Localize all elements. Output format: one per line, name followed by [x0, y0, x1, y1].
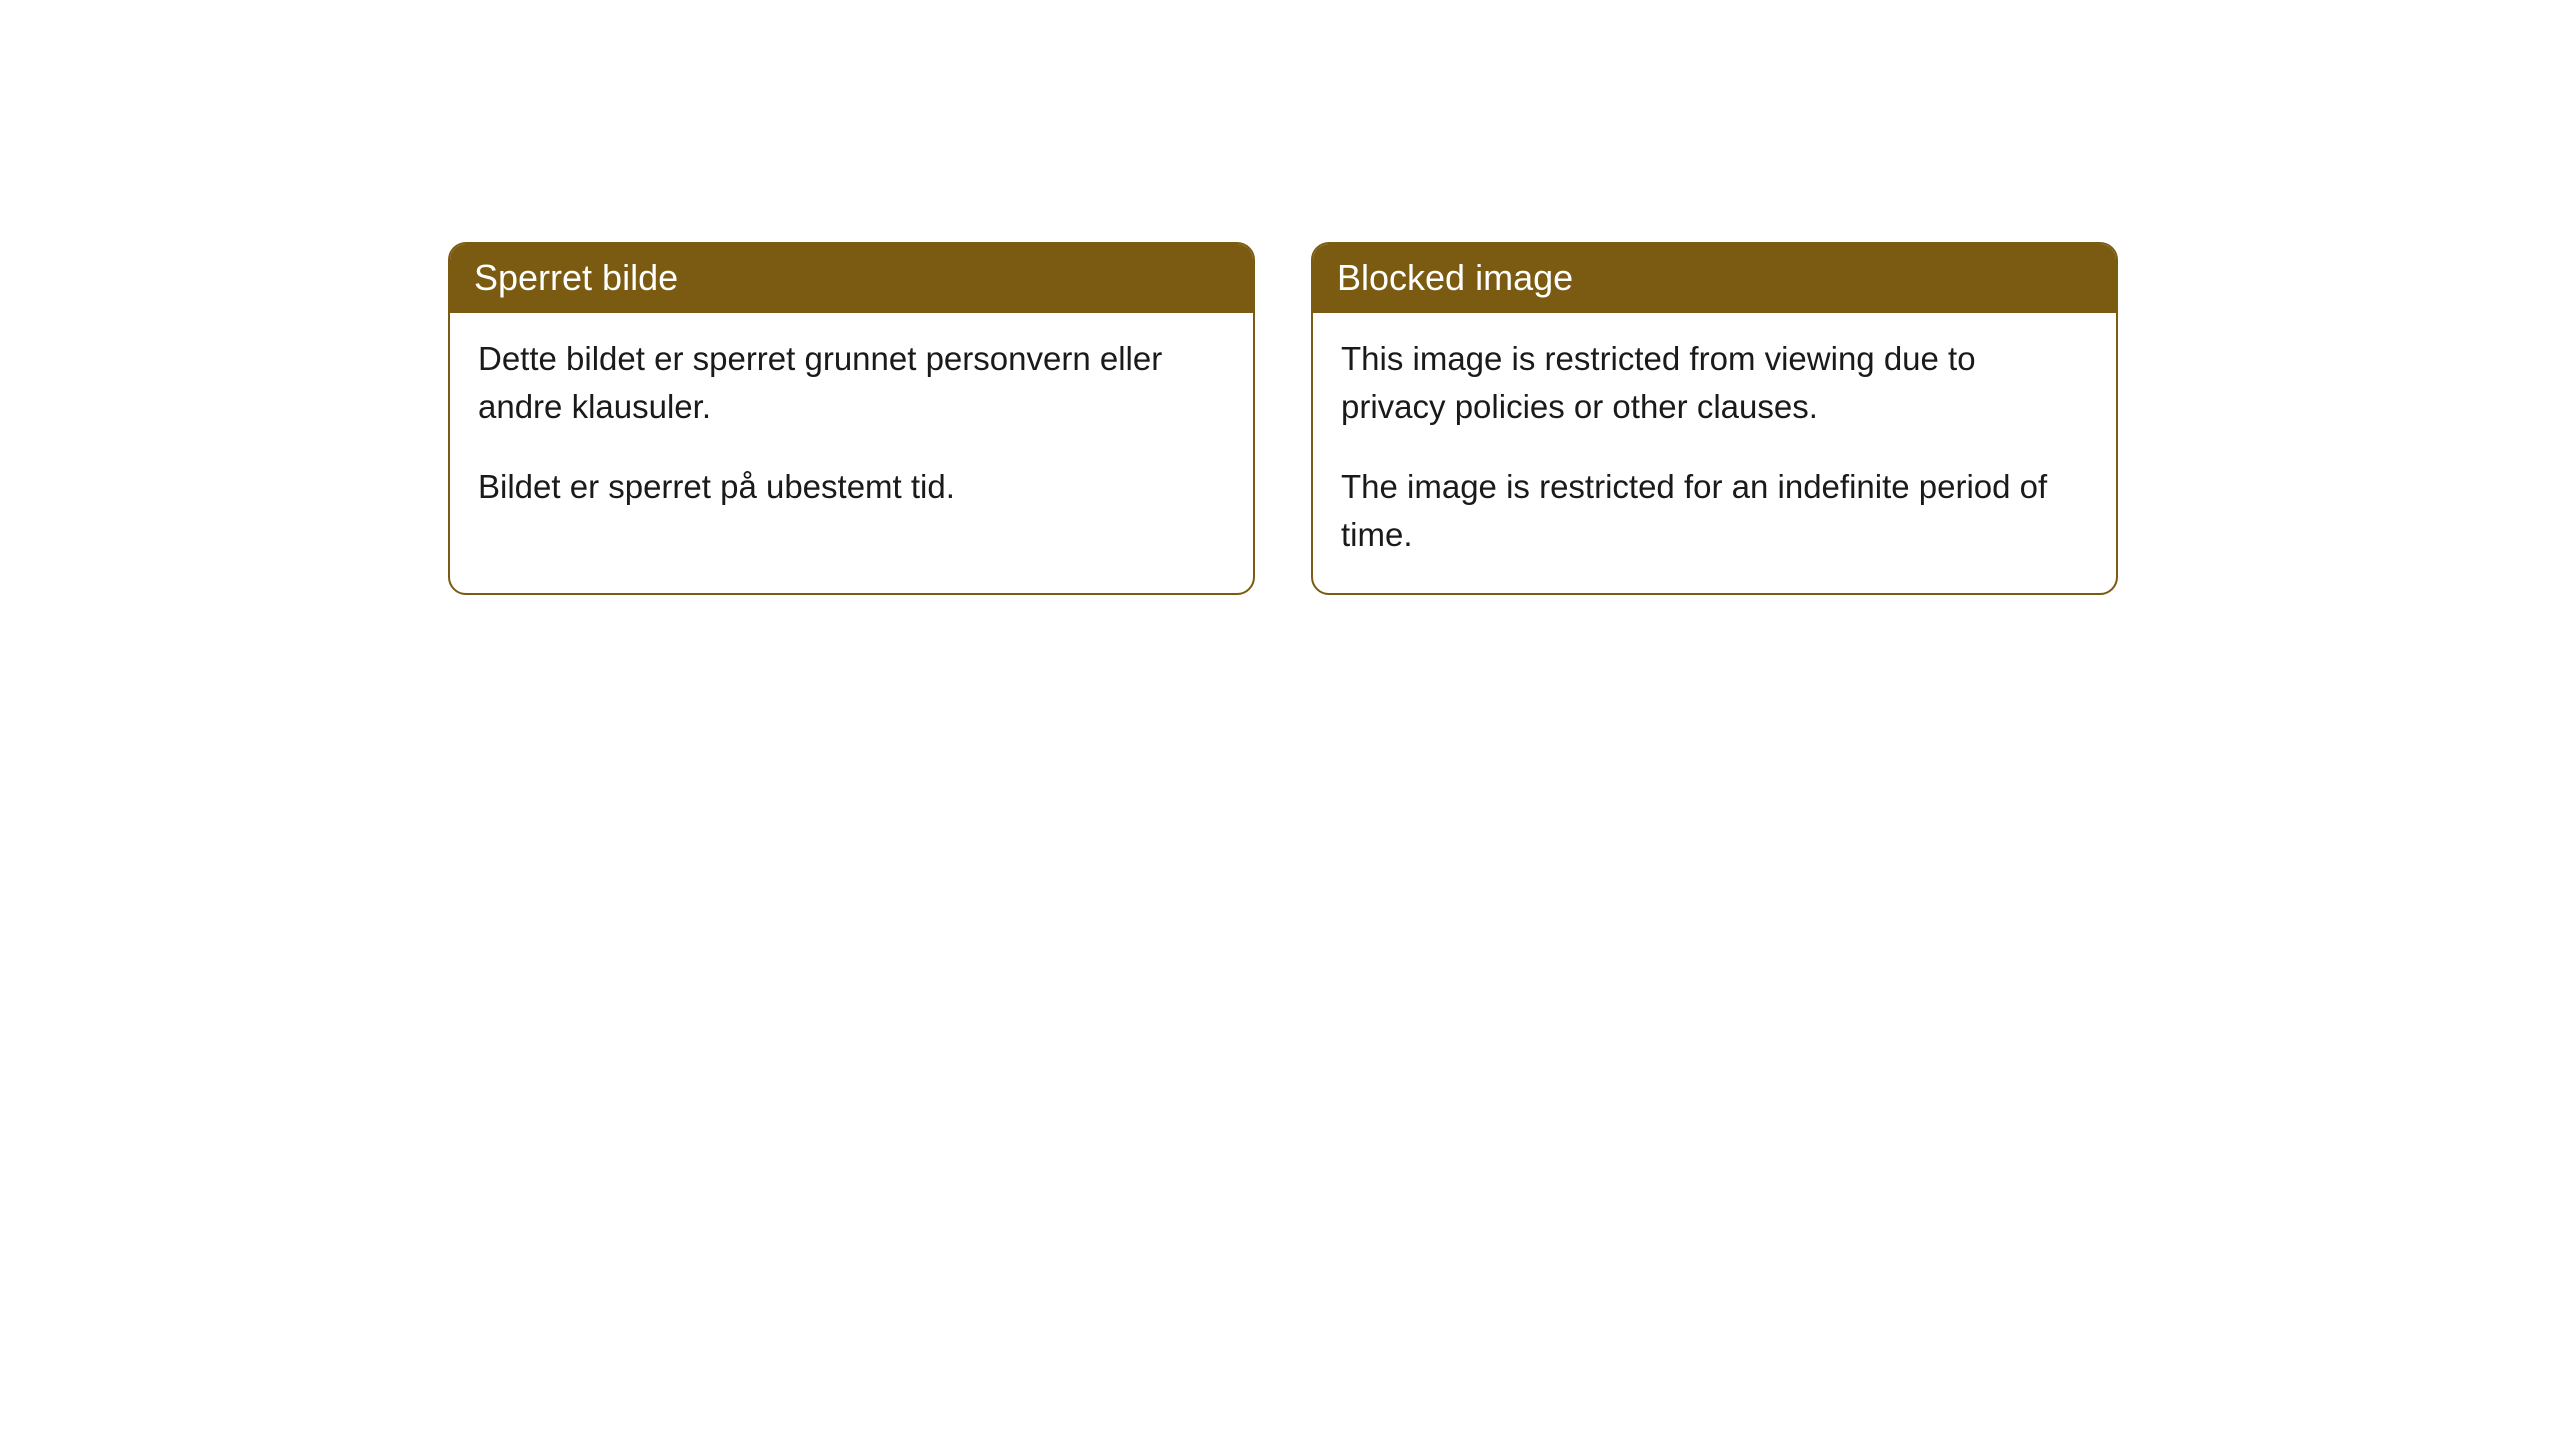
card-paragraph: Bildet er sperret på ubestemt tid.	[478, 463, 1225, 511]
card-title: Blocked image	[1337, 257, 1573, 298]
card-header: Blocked image	[1313, 244, 2116, 313]
card-paragraph: Dette bildet er sperret grunnet personve…	[478, 335, 1225, 431]
notice-cards-container: Sperret bilde Dette bildet er sperret gr…	[448, 242, 2118, 595]
blocked-image-card-norwegian: Sperret bilde Dette bildet er sperret gr…	[448, 242, 1255, 595]
card-body: Dette bildet er sperret grunnet personve…	[450, 313, 1253, 545]
card-paragraph: This image is restricted from viewing du…	[1341, 335, 2088, 431]
blocked-image-card-english: Blocked image This image is restricted f…	[1311, 242, 2118, 595]
card-paragraph: The image is restricted for an indefinit…	[1341, 463, 2088, 559]
card-header: Sperret bilde	[450, 244, 1253, 313]
card-body: This image is restricted from viewing du…	[1313, 313, 2116, 592]
card-title: Sperret bilde	[474, 257, 678, 298]
